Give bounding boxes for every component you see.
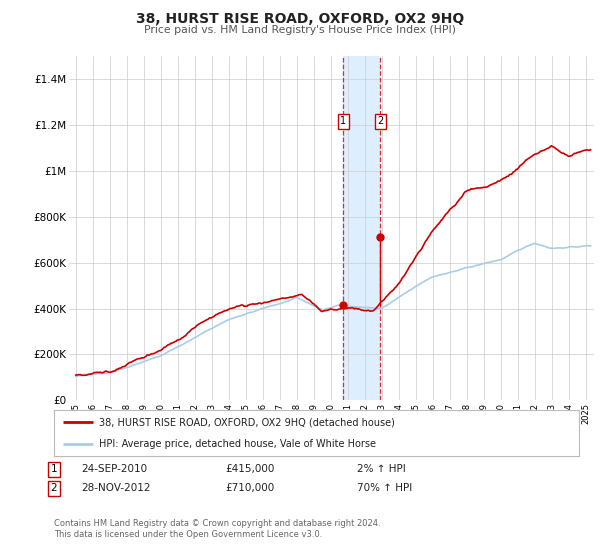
Text: Price paid vs. HM Land Registry's House Price Index (HPI): Price paid vs. HM Land Registry's House … [144, 25, 456, 35]
Text: 1: 1 [50, 464, 58, 474]
Text: Contains HM Land Registry data © Crown copyright and database right 2024.
This d: Contains HM Land Registry data © Crown c… [54, 519, 380, 539]
Text: 1: 1 [340, 116, 346, 127]
Text: £710,000: £710,000 [225, 483, 274, 493]
Text: 38, HURST RISE ROAD, OXFORD, OX2 9HQ (detached house): 38, HURST RISE ROAD, OXFORD, OX2 9HQ (de… [98, 417, 395, 427]
Text: HPI: Average price, detached house, Vale of White Horse: HPI: Average price, detached house, Vale… [98, 439, 376, 449]
Text: 24-SEP-2010: 24-SEP-2010 [81, 464, 147, 474]
Text: £415,000: £415,000 [225, 464, 274, 474]
Text: 2: 2 [377, 116, 383, 127]
Bar [343, 56, 380, 400]
Text: 38, HURST RISE ROAD, OXFORD, OX2 9HQ: 38, HURST RISE ROAD, OXFORD, OX2 9HQ [136, 12, 464, 26]
Text: 2: 2 [50, 483, 58, 493]
Text: 2% ↑ HPI: 2% ↑ HPI [357, 464, 406, 474]
Text: 70% ↑ HPI: 70% ↑ HPI [357, 483, 412, 493]
Text: 28-NOV-2012: 28-NOV-2012 [81, 483, 151, 493]
